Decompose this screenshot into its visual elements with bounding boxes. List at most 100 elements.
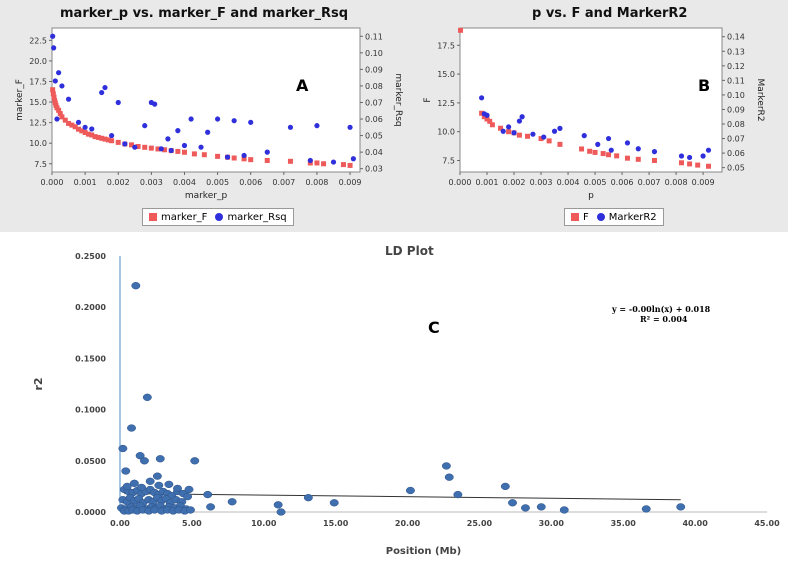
chart-a-point-marker-f (66, 120, 72, 126)
chart-a-point-marker-rsq (264, 149, 270, 155)
chart-a-point-marker-rsq (347, 124, 353, 130)
chart-b-point-f (606, 152, 612, 158)
chart-b-point-markerr2 (530, 131, 536, 137)
chart-b-x-tick-label: 0.004 (557, 178, 580, 187)
chart-a-point-marker-f (79, 128, 85, 134)
chart-a-x-tick-label: 0.004 (173, 178, 196, 187)
chart-b-y2-tick-label: 0.13 (727, 47, 745, 56)
chart-b-y2-tick-label: 0.11 (727, 76, 745, 85)
chart-b-y-tick-label: 17.5 (437, 41, 455, 50)
chart-a-point-marker-f (92, 134, 98, 140)
chart-a-point-marker-rsq (109, 132, 115, 139)
chart-b-point-markerr2 (516, 118, 523, 124)
chart-b-point-f (587, 148, 593, 154)
chart-a-x-tick-label: 0.008 (305, 178, 328, 187)
chart-b-point-f (687, 161, 693, 167)
chart-a-x-tick-label: 0.001 (74, 178, 97, 187)
chart-a-point-marker-f (175, 148, 181, 154)
chart-c-point (121, 467, 131, 475)
chart-b-point-f (579, 146, 585, 152)
chart-c-point (145, 477, 155, 485)
chart-b-y2-tick-label: 0.06 (727, 149, 745, 158)
chart-c-point (329, 499, 339, 507)
chart-b-y-tick-label: 7.5 (442, 156, 455, 165)
chart-b-legend: F MarkerR2 (564, 208, 664, 226)
chart-a-point-marker-rsq (214, 116, 221, 122)
chart-a-point-marker-f (155, 146, 161, 152)
chart-a-point-marker-f (69, 122, 75, 128)
chart-c-point (142, 393, 152, 401)
chart-c-point (508, 499, 517, 507)
chart-a-point-marker-f (51, 94, 57, 100)
legend-item-markerr2: MarkerR2 (596, 212, 657, 223)
chart-a-point-marker-rsq (115, 99, 121, 106)
chart-b-plot: 0.000 0.001 0.002 0.003 0.004 0.005 0.006 0.007… (423, 27, 765, 201)
chart-a-point-marker-f (115, 139, 121, 145)
chart-b-point-f (600, 151, 606, 157)
chart-c-point (164, 480, 174, 489)
chart-b-point-markerr2 (506, 124, 512, 130)
chart-b-point-f (484, 116, 490, 122)
chart-a-x-tick-label: 0.006 (239, 178, 262, 187)
chart-c-x-tick-label: 25.00 (467, 519, 493, 528)
chart-b-point-markerr2 (608, 147, 614, 153)
chart-a-point-marker-rsq (59, 83, 65, 89)
chart-a-point-marker-f (50, 87, 56, 93)
chart-b-point-f (516, 132, 522, 138)
chart-a-x-tick-label: 0.007 (272, 178, 295, 187)
chart-a-y-tick-label: 22.5 (29, 36, 47, 45)
chart-b-plot-area (459, 27, 723, 173)
chart-b-point-f (538, 136, 544, 142)
chart-b-point-f (624, 155, 630, 161)
chart-a-point-marker-f (314, 160, 320, 166)
chart-a-point-marker-rsq (75, 119, 82, 125)
chart-b-point-f (705, 163, 711, 169)
chart-c-point (135, 452, 145, 460)
chart-a-point-marker-rsq (152, 101, 158, 107)
chart-c-x-tick-label: 45.00 (754, 519, 780, 528)
chart-a-point-marker-f (340, 162, 346, 168)
panel-a: marker_p vs. marker_F and marker_Rsq 0.0… (0, 0, 420, 232)
chart-b-point-markerr2 (511, 130, 517, 136)
chart-a-y-tick-label: 10.0 (29, 139, 47, 148)
chart-a-point-marker-rsq (205, 129, 211, 135)
chart-a-point-marker-f (241, 156, 247, 162)
chart-a-point-marker-f (56, 107, 62, 113)
chart-a-point-marker-f (148, 145, 154, 151)
chart-a-point-marker-f (95, 134, 101, 140)
chart-a-point-marker-rsq (287, 124, 294, 130)
chart-a-point-marker-f (201, 152, 207, 158)
chart-b-y2-tick-label: 0.05 (727, 164, 745, 173)
chart-a-point-marker-rsq (350, 156, 356, 162)
trendline-r-squared: R² = 0.004 (640, 314, 688, 324)
chart-a-point-marker-f (162, 147, 168, 153)
chart-a-point-marker-rsq (224, 154, 231, 160)
chart-b-point-markerr2 (624, 140, 631, 146)
chart-b-point-f (614, 153, 620, 159)
chart-b-x-tick-label: 0.003 (530, 178, 553, 187)
chart-c-point (118, 444, 128, 453)
chart-b-point-markerr2 (678, 153, 685, 159)
chart-b-point-f (592, 149, 598, 155)
chart-c-x-tick-label: 10.00 (251, 519, 277, 528)
chart-a-point-marker-f (89, 132, 95, 138)
chart-a-point-marker-rsq (102, 84, 108, 91)
chart-a-y2-tick-label: 0.08 (365, 82, 383, 91)
chart-b-y2-tick-label: 0.07 (727, 135, 745, 144)
chart-b-point-markerr2 (581, 133, 587, 139)
chart-a-y-tick-label: 15.0 (29, 98, 47, 107)
chart-c-point (173, 484, 182, 493)
chart-a-point-marker-rsq (175, 128, 181, 134)
chart-a-y-tick-label: 20.0 (29, 57, 47, 66)
chart-a-point-marker-f (321, 161, 327, 167)
chart-a-y2-tick-label: 0.11 (365, 32, 383, 41)
chart-a-point-marker-rsq (314, 123, 320, 129)
legend-label-marker-rsq: marker_Rsq (227, 211, 287, 223)
chart-b-point-f (678, 160, 684, 166)
chart-a-point-marker-f (105, 137, 111, 143)
chart-a-point-marker-rsq (50, 33, 56, 39)
chart-a-legend: marker_F marker_Rsq (142, 208, 294, 226)
chart-b-point-markerr2 (705, 147, 712, 153)
chart-b-point-f (481, 114, 487, 120)
chart-a-point-marker-f (128, 142, 134, 148)
